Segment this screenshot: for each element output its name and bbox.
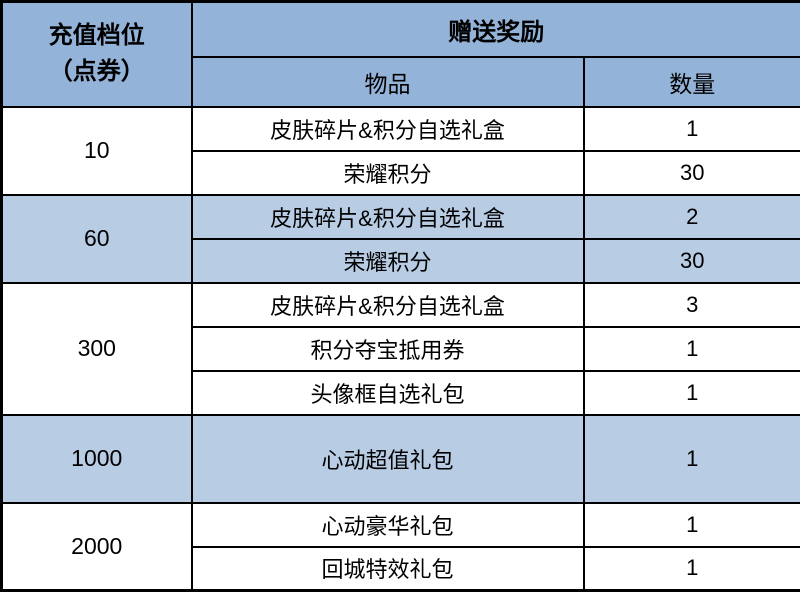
qty-cell: 1 [584,503,800,547]
item-cell: 皮肤碎片&积分自选礼盒 [192,283,584,327]
item-cell: 荣耀积分 [192,239,584,283]
item-cell: 头像框自选礼包 [192,371,584,415]
item-column-header: 物品 [192,57,584,107]
table-row: 60 皮肤碎片&积分自选礼盒 2 [2,195,800,239]
table-row: 1000 心动超值礼包 1 [2,415,800,503]
qty-cell: 1 [584,371,800,415]
tier-cell: 2000 [2,503,192,591]
tier-cell: 10 [2,107,192,195]
qty-cell: 30 [584,151,800,195]
item-cell: 回城特效礼包 [192,547,584,591]
qty-cell: 1 [584,327,800,371]
rewards-header: 赠送奖励 [192,2,800,57]
tier-cell: 1000 [2,415,192,503]
qty-cell: 2 [584,195,800,239]
table-row: 10 皮肤碎片&积分自选礼盒 1 [2,107,800,151]
header-row-main: 充值档位 （点券） 赠送奖励 [2,2,800,57]
item-cell: 皮肤碎片&积分自选礼盒 [192,107,584,151]
table-row: 300 皮肤碎片&积分自选礼盒 3 [2,283,800,327]
qty-cell: 1 [584,415,800,503]
item-cell: 荣耀积分 [192,151,584,195]
table-body: 10 皮肤碎片&积分自选礼盒 1 荣耀积分 30 60 皮肤碎片&积分自选礼盒 … [2,107,800,591]
qty-cell: 3 [584,283,800,327]
qty-column-header: 数量 [584,57,800,107]
table-row: 2000 心动豪华礼包 1 [2,503,800,547]
tier-cell: 300 [2,283,192,415]
item-cell: 心动超值礼包 [192,415,584,503]
qty-cell: 1 [584,107,800,151]
qty-cell: 30 [584,239,800,283]
table-header: 充值档位 （点券） 赠送奖励 物品 数量 [2,2,800,107]
item-cell: 皮肤碎片&积分自选礼盒 [192,195,584,239]
tier-cell: 60 [2,195,192,283]
item-cell: 心动豪华礼包 [192,503,584,547]
qty-cell: 1 [584,547,800,591]
tier-column-header: 充值档位 （点券） [2,2,192,107]
item-cell: 积分夺宝抵用券 [192,327,584,371]
